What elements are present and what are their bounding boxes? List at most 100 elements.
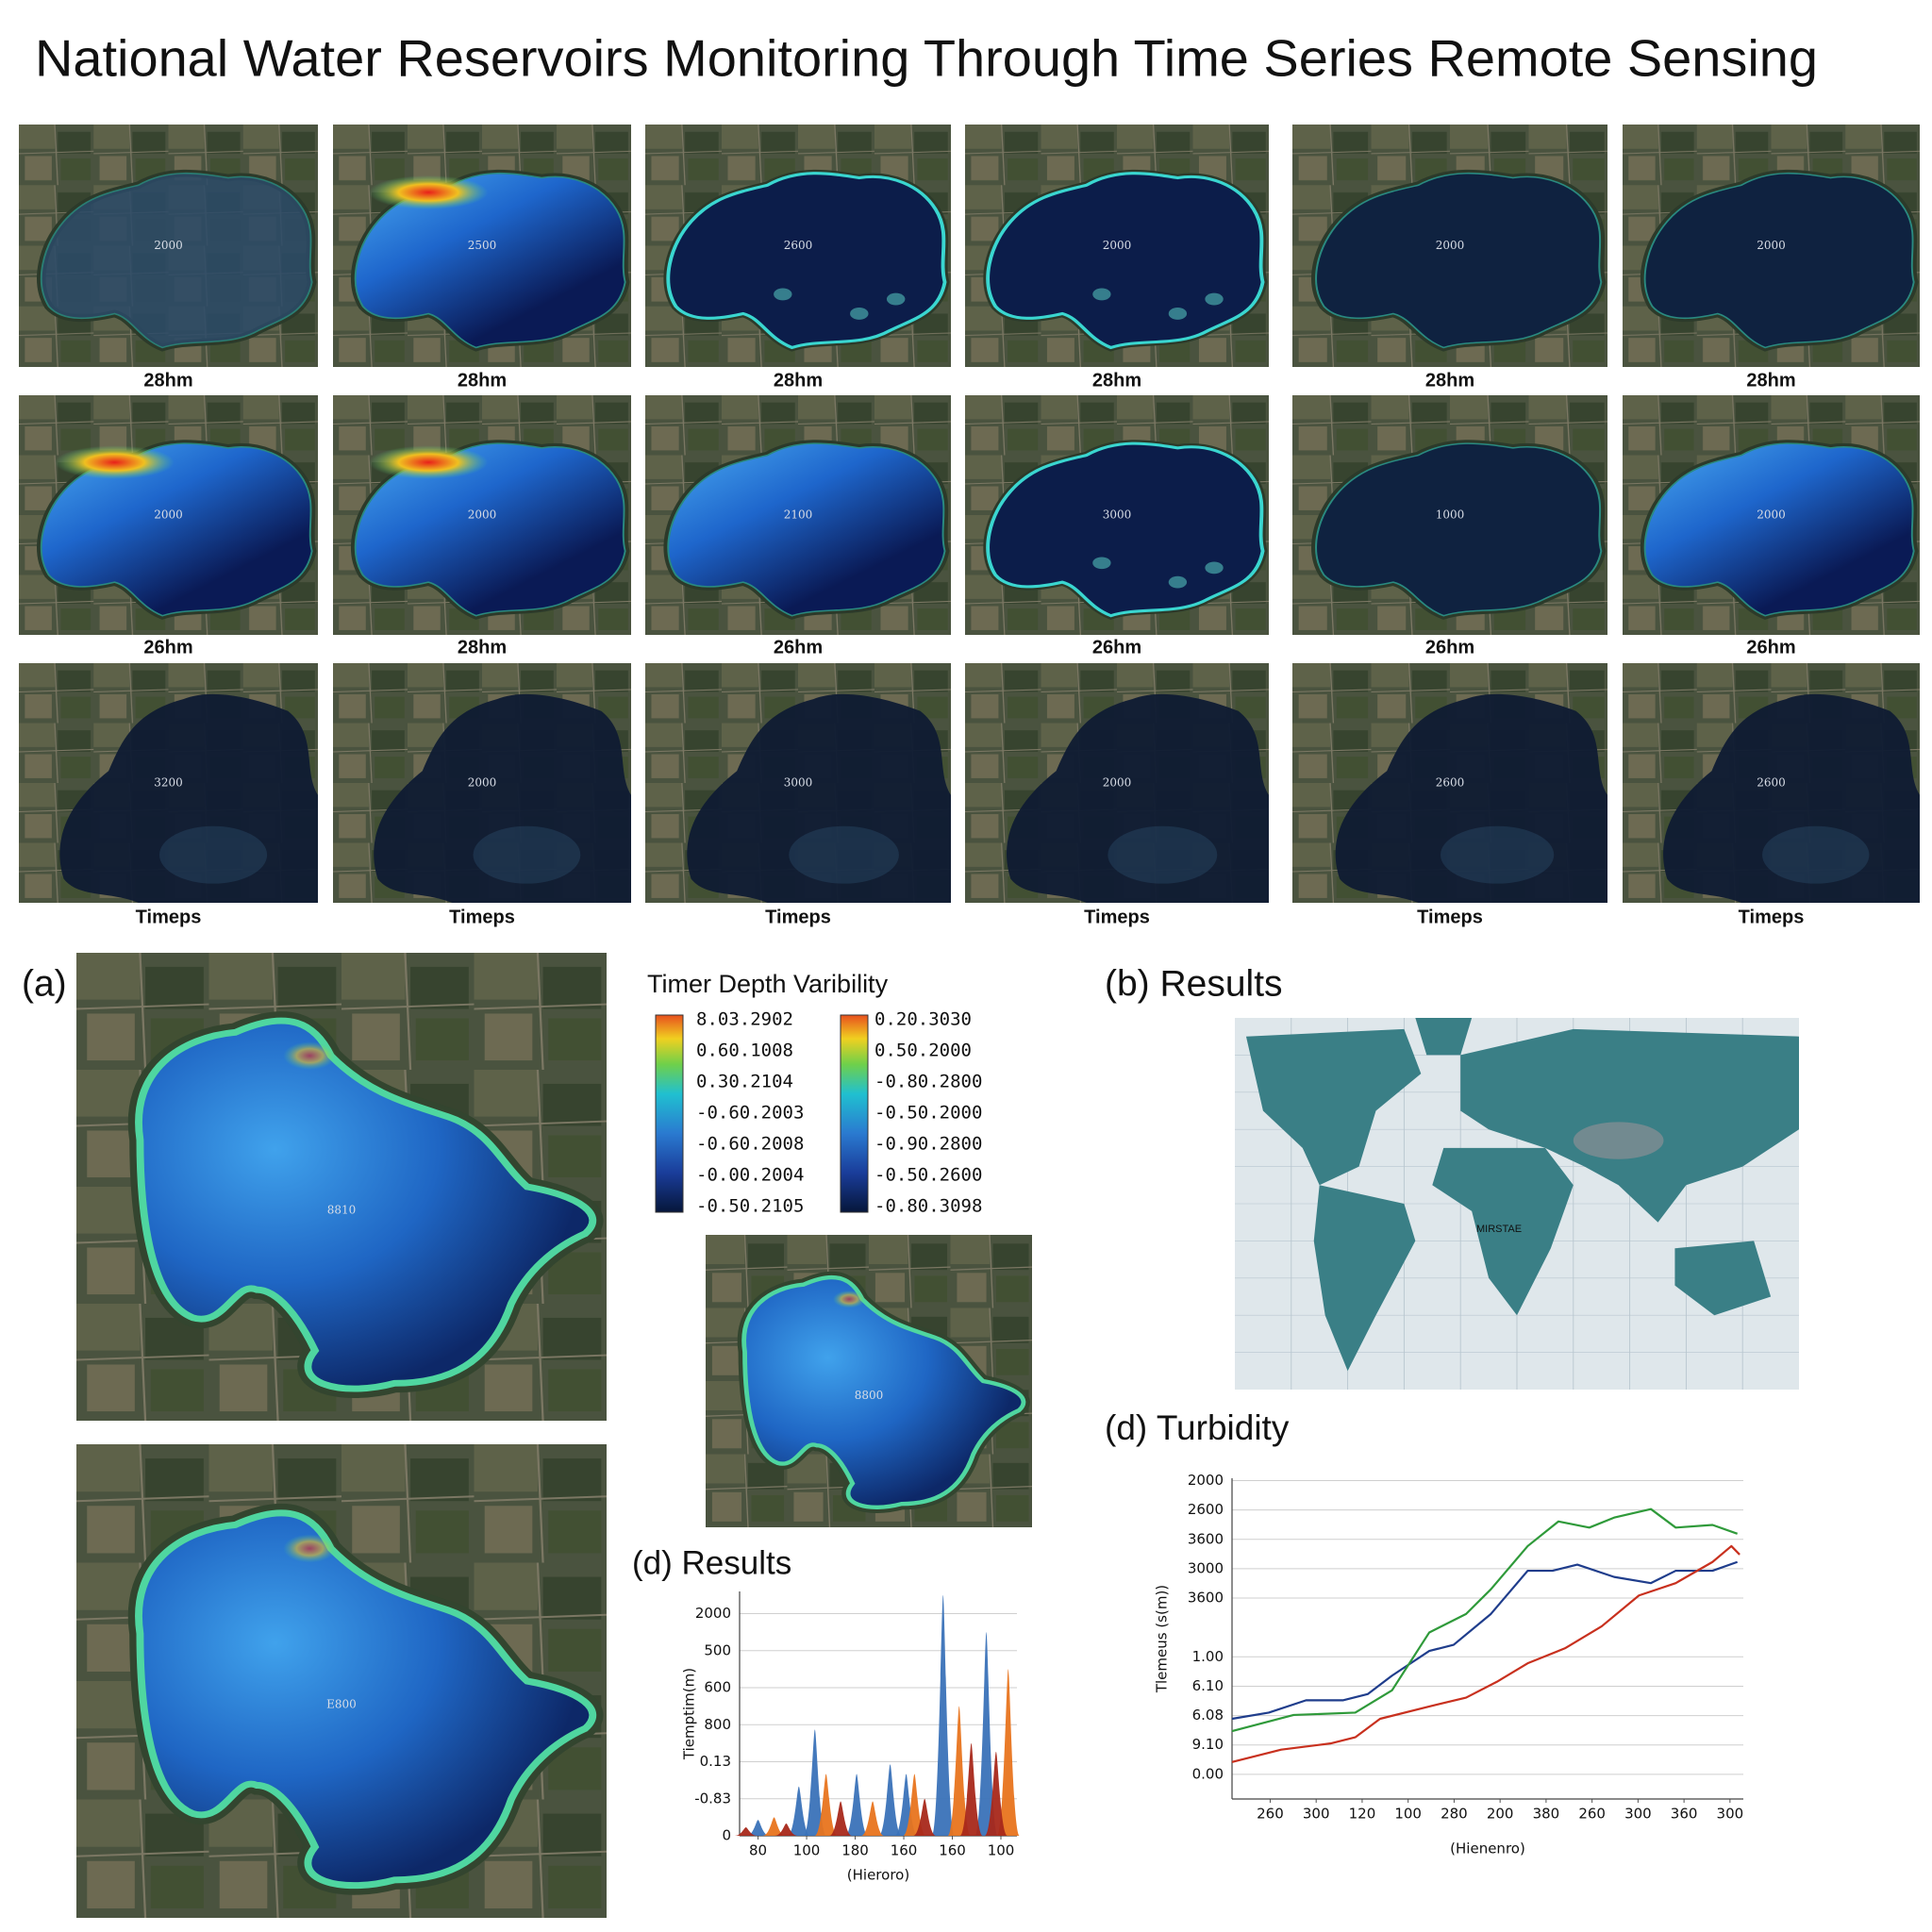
thumbnail-label: 2000 xyxy=(154,239,183,252)
hotspot xyxy=(368,445,489,479)
y-tick-label: 6.08 xyxy=(1192,1707,1224,1724)
y-tick-label: 3000 xyxy=(1188,1559,1224,1576)
thumbnail-label: 2000 xyxy=(1757,508,1786,522)
lake xyxy=(1663,693,1920,903)
y-axis-label: Tiemptim(m) xyxy=(681,1668,698,1760)
peak xyxy=(959,1742,983,1836)
thumbnail-caption: 26hm xyxy=(1746,637,1795,658)
x-tick-label: 300 xyxy=(1717,1806,1744,1823)
x-tick-label: 200 xyxy=(1487,1806,1514,1823)
chart-title: (d) Turbidity xyxy=(1105,1408,1290,1447)
thumbnail xyxy=(965,125,1269,367)
peak xyxy=(762,1817,786,1836)
legend-label: 0.50.2000 xyxy=(874,1041,972,1061)
peak xyxy=(974,1632,998,1836)
legend-label: -0.60.2003 xyxy=(696,1103,804,1124)
peak xyxy=(829,1801,853,1836)
peak xyxy=(996,1669,1020,1836)
thumbnail xyxy=(1623,663,1920,903)
thumbnail-caption: Timeps xyxy=(1417,907,1483,927)
peak xyxy=(814,1774,838,1836)
peak xyxy=(746,1820,770,1836)
thumbnail xyxy=(333,125,631,367)
y-tick-label: 9.10 xyxy=(1192,1736,1224,1753)
x-tick-label: 160 xyxy=(939,1842,966,1859)
thumbnail-caption: Timeps xyxy=(449,907,515,927)
thumbnail xyxy=(1292,125,1607,367)
peak xyxy=(913,1798,937,1836)
lake xyxy=(374,693,631,903)
panel-title: (b) Results xyxy=(1105,963,1283,1004)
legend-label: -0.80.3098 xyxy=(874,1196,982,1217)
x-tick-label: 120 xyxy=(1349,1806,1376,1823)
legend-label: -0.90.2800 xyxy=(874,1134,982,1155)
lake-glint xyxy=(1205,292,1224,306)
thumbnail-label: 2600 xyxy=(1757,776,1786,790)
lake xyxy=(135,1017,597,1392)
thumbnail-label: 2500 xyxy=(468,239,497,252)
lake xyxy=(1007,693,1269,903)
lake xyxy=(666,172,947,350)
peak xyxy=(774,1824,798,1836)
thumbnail-caption: 26hm xyxy=(143,637,192,658)
thumbnail xyxy=(645,125,951,367)
lake xyxy=(741,1274,1026,1509)
thumbnail xyxy=(965,663,1269,903)
y-tick-label: 3600 xyxy=(1188,1530,1224,1547)
legend-label: -0.80.2800 xyxy=(874,1072,982,1092)
panel-label: (a) xyxy=(22,963,67,1004)
lake-glint xyxy=(473,825,581,884)
lake xyxy=(986,172,1265,350)
y-tick-label: -0.83 xyxy=(694,1790,731,1807)
thumbnail-label: 1000 xyxy=(1436,508,1465,522)
y-tick-label: 2600 xyxy=(1188,1501,1224,1518)
x-tick-label: 100 xyxy=(988,1842,1015,1859)
peak xyxy=(878,1764,902,1836)
hotspot xyxy=(283,1041,337,1070)
thumbnail xyxy=(1292,663,1607,903)
thumbnail-label: 2100 xyxy=(784,508,813,522)
reservoir-map xyxy=(76,1444,607,1918)
lake-glint xyxy=(1205,561,1224,575)
y-tick-label: 0.00 xyxy=(1192,1765,1224,1782)
lake-glint xyxy=(1168,575,1188,589)
peak xyxy=(984,1751,1008,1836)
lake xyxy=(687,693,951,903)
peak xyxy=(787,1786,810,1836)
lake xyxy=(59,693,318,903)
lake xyxy=(1315,442,1603,617)
x-tick-label: 300 xyxy=(1303,1806,1330,1823)
thumbnail xyxy=(965,395,1269,635)
lake xyxy=(40,172,313,349)
thumbnail-label: 2000 xyxy=(154,508,183,522)
line xyxy=(1231,1560,1739,1721)
thumbnail xyxy=(19,663,318,903)
thumbnail-label: 2600 xyxy=(1436,776,1465,790)
y-tick-label: 6.10 xyxy=(1192,1677,1224,1694)
lake xyxy=(1335,693,1607,903)
legend-label: -0.50.2000 xyxy=(874,1103,982,1124)
y-tick-label: 2000 xyxy=(1188,1472,1224,1489)
lake-glint xyxy=(1092,288,1111,301)
x-tick-label: 260 xyxy=(1257,1806,1284,1823)
thumbnail-label: 2000 xyxy=(468,776,497,790)
y-tick-label: 3600 xyxy=(1188,1590,1224,1607)
thumbnail-caption: Timeps xyxy=(136,907,202,927)
thumbnail xyxy=(645,395,951,635)
legend-label: -0.50.2105 xyxy=(696,1196,804,1217)
y-tick-label: 0 xyxy=(722,1827,731,1844)
thumbnail-label: 2000 xyxy=(1436,239,1465,252)
peak xyxy=(931,1594,955,1836)
thumbnail-caption: 28hm xyxy=(774,370,823,391)
map-label: 8800 xyxy=(855,1389,884,1402)
thumbnail-caption: Timeps xyxy=(1084,907,1150,927)
peak xyxy=(903,1774,926,1836)
x-tick-label: 80 xyxy=(749,1842,767,1859)
lake-glint xyxy=(1440,825,1555,884)
hotspot xyxy=(55,445,175,479)
thumbnail-label: 3200 xyxy=(154,776,183,790)
peak xyxy=(947,1706,971,1836)
lake-glint xyxy=(1108,825,1218,884)
